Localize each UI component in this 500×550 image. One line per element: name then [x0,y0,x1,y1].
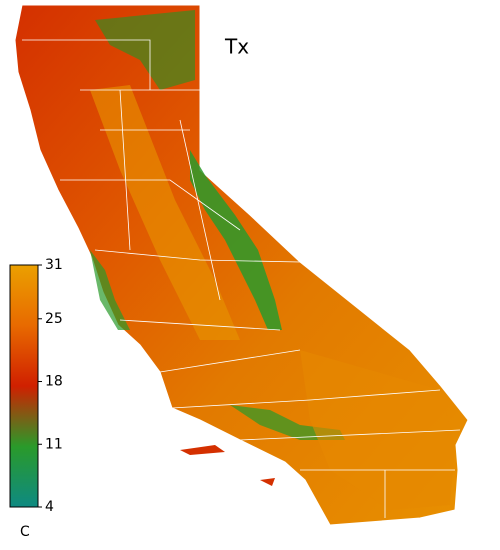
county-lines [22,39,461,518]
map-title: Tx [224,35,249,59]
coast-forest [90,250,130,330]
california [14,4,469,526]
colorbar-scale [9,264,39,508]
colorbar-tick-label: 25 [45,311,63,327]
colorbar-tick-label: 11 [45,436,63,452]
colorbar-tick-label: 18 [45,374,63,390]
island [180,445,225,455]
sierra-forest [190,150,282,330]
island [260,478,275,486]
north-forest [95,10,195,90]
colorbar: 31 25 18 11 4 [9,257,63,515]
central-valley [90,85,240,340]
unit-label: C [20,524,30,540]
colorbar-tick-label: 4 [45,499,54,515]
colorbar-tick-label: 31 [45,257,63,273]
